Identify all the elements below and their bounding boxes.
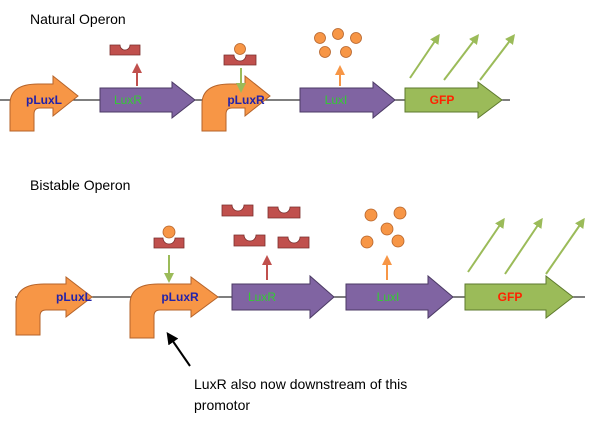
bistable-ahl-molecules-icon: [360, 206, 407, 249]
natural-fluorescence-arrows-icon: [409, 33, 516, 81]
natural-promoter-pluxl: pLuxL: [9, 74, 79, 132]
bistable-promoter-pluxr: pLuxR: [129, 276, 219, 339]
natural-gene-luxi-label: LuxI: [325, 93, 348, 107]
natural-gene-gfp: GFP: [404, 81, 503, 119]
bistable-luxr-ahl-complex-icon: [153, 225, 185, 249]
bistable-luxr-proteins-icon: [221, 204, 310, 249]
natural-promoter-pluxr: pLuxR: [201, 74, 271, 132]
bistable-gene-luxr: LuxR: [231, 274, 335, 320]
bistable-promoter-pluxl: pLuxL: [15, 275, 93, 336]
bistable-fluorescence-arrows-icon: [467, 217, 585, 275]
natural-promoter-pluxr-label: pLuxR: [227, 93, 265, 107]
natural-operon-title: Natural Operon: [30, 11, 126, 27]
note-pointer-arrow: [166, 332, 191, 367]
bistable-gene-luxi: LuxI: [345, 274, 454, 320]
natural-luxr-ahl-complex-icon: [223, 43, 257, 66]
natural-promoter-pluxl-label: pLuxL: [26, 93, 62, 107]
natural-ahl-molecules-icon: [314, 28, 362, 58]
natural-gene-gfp-label: GFP: [430, 93, 455, 107]
natural-luxr-protein-icon: [109, 44, 141, 56]
bistable-promoter-pluxl-label: pLuxL: [56, 290, 92, 304]
natural-gene-luxi: LuxI: [299, 80, 396, 120]
natural-gene-luxr: LuxR: [99, 80, 196, 120]
bistable-promoter-pluxr-label: pLuxR: [161, 290, 199, 304]
bistable-operon-title: Bistable Operon: [30, 177, 130, 193]
bistable-gene-luxr-label: LuxR: [248, 290, 276, 304]
natural-gene-luxr-label: LuxR: [114, 93, 142, 107]
bistable-gene-gfp-label: GFP: [498, 290, 523, 304]
note-line-2: promotor: [194, 397, 250, 413]
bistable-gene-luxi-label: LuxI: [377, 290, 400, 304]
bistable-gene-gfp: GFP: [464, 274, 574, 320]
note-line-1: LuxR also now downstream of this: [194, 376, 407, 392]
